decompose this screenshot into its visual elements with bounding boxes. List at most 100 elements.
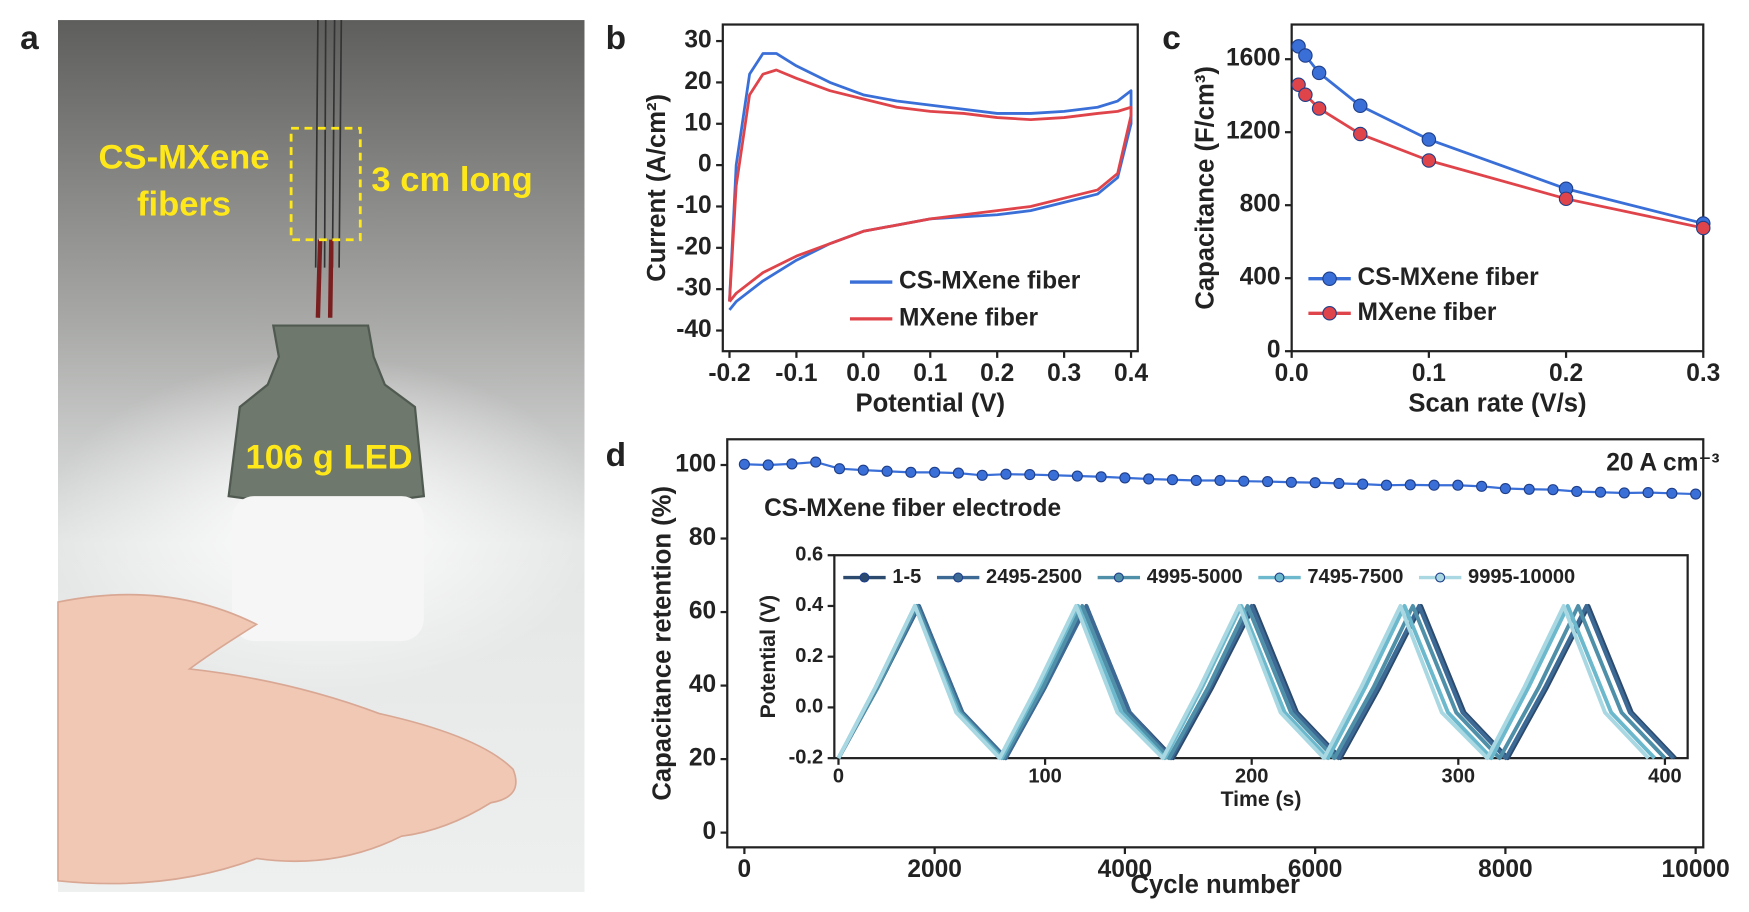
- x-tick-label: 0.2: [980, 360, 1014, 387]
- legend-label: MXene fiber: [899, 304, 1038, 331]
- legend-marker: [1274, 572, 1285, 583]
- plot-frame: [1290, 23, 1705, 353]
- data-point: [1476, 480, 1488, 492]
- y-tick-label: -30: [676, 275, 711, 302]
- legend-marker: [859, 572, 870, 583]
- y-tick-label: 1600: [1226, 45, 1281, 72]
- y-tick-label: 1200: [1226, 118, 1281, 145]
- data-point: [1618, 487, 1630, 499]
- legend-marker: [1435, 572, 1446, 583]
- data-point: [1047, 469, 1060, 481]
- y-tick-label: 20: [689, 745, 716, 772]
- data-point: [1119, 472, 1131, 484]
- panel-label: c: [1162, 20, 1181, 57]
- data-point: [1428, 479, 1440, 491]
- y-tick-label: 0.0: [795, 696, 823, 718]
- data-point: [1380, 479, 1393, 491]
- x-tick-label: 0.1: [1412, 360, 1446, 387]
- led-label: 106 g LED: [245, 438, 412, 476]
- data-point: [1285, 476, 1297, 488]
- legend-label: 2495-2500: [986, 566, 1082, 588]
- fibers: [314, 20, 343, 268]
- chart-0: -0.2 -0.1 0.0 0.1 0.2 0.3 0.4 -40 -30 -20 -10 0 10 20…: [643, 23, 1148, 417]
- data-point: [1262, 475, 1274, 488]
- data-point: [1353, 126, 1368, 142]
- annotation: 20 A cm⁻³: [1606, 449, 1719, 476]
- panel-label: a: [20, 20, 39, 57]
- data-point: [1311, 65, 1327, 81]
- data-point: [1311, 101, 1327, 116]
- x-tick-label: 8000: [1478, 856, 1533, 883]
- data-point: [1238, 475, 1250, 487]
- y-tick-label: -0.2: [789, 746, 824, 768]
- x-axis-label: Time (s): [1221, 788, 1302, 811]
- data-point: [1421, 132, 1437, 147]
- y-tick-label: 0: [698, 151, 712, 178]
- legend-marker: [953, 572, 964, 583]
- data-point: [1353, 98, 1368, 113]
- legend-label: 9995-10000: [1468, 566, 1575, 588]
- data-point: [1309, 477, 1321, 489]
- y-tick-label: 100: [675, 450, 716, 477]
- y-axis-label: Current (A/cm²): [643, 94, 671, 282]
- x-axis-label: Potential (V): [856, 389, 1006, 417]
- y-tick-label: -10: [676, 192, 711, 219]
- x-tick-label: 0: [738, 856, 752, 883]
- y-tick-label: 0.2: [795, 645, 823, 667]
- legend-label: CS-MXene fiber: [1357, 264, 1539, 291]
- x-axis-label: Scan rate (V/s): [1408, 389, 1586, 417]
- y-tick-label: 0: [1267, 337, 1281, 364]
- x-tick-label: 200: [1235, 766, 1268, 788]
- data-point: [1190, 474, 1202, 487]
- data-point: [1696, 220, 1711, 236]
- chart-3: 0 100 200 300 400 -0.2 0.0 0.2 0.4 0.6 1-5 2495-250…: [757, 544, 1689, 811]
- data-point: [1499, 482, 1511, 495]
- y-axis-label: Capacitance retention (%): [648, 486, 676, 801]
- data-point: [810, 456, 822, 468]
- y-tick-label: 10: [684, 109, 711, 136]
- data-point: [738, 458, 750, 470]
- data-point: [905, 466, 917, 478]
- legend-label: CS-MXene fiber: [899, 268, 1081, 295]
- data-point: [1291, 77, 1306, 92]
- data-point: [1594, 486, 1607, 498]
- length-label: 3 cm long: [371, 161, 532, 199]
- data-point: [1558, 191, 1574, 207]
- series-line: [728, 68, 1133, 303]
- plot-frame: [721, 23, 1139, 353]
- data-point: [1214, 474, 1226, 487]
- data-point: [1166, 474, 1179, 486]
- x-tick-label: 0.0: [1275, 360, 1309, 387]
- data-point: [1024, 468, 1036, 481]
- data-point: [786, 458, 798, 470]
- panel-label: d: [606, 437, 626, 474]
- x-axis-label: Cycle number: [1131, 871, 1301, 899]
- wires: [315, 239, 334, 318]
- data-point: [1690, 488, 1702, 500]
- data-point: [1404, 479, 1416, 491]
- x-tick-label: 0.3: [1686, 360, 1720, 387]
- legend-label: MXene fiber: [1357, 299, 1496, 326]
- y-tick-label: 80: [689, 524, 716, 551]
- x-tick-label: -0.1: [775, 360, 817, 387]
- y-tick-label: 400: [1240, 264, 1281, 291]
- fiber-label: fibers: [137, 185, 231, 223]
- x-tick-label: 6000: [1288, 856, 1343, 883]
- y-tick-label: 800: [1240, 191, 1281, 218]
- x-tick-label: 100: [1028, 766, 1061, 788]
- data-point: [1000, 468, 1012, 480]
- y-tick-label: 40: [689, 671, 716, 698]
- x-tick-label: 400: [1648, 766, 1681, 788]
- data-point: [976, 469, 988, 481]
- data-point: [833, 463, 846, 475]
- x-tick-label: 10000: [1662, 856, 1730, 883]
- data-point: [1333, 477, 1345, 489]
- data-point: [1571, 485, 1583, 498]
- data-point: [1523, 483, 1535, 495]
- y-axis-label: Potential (V): [757, 595, 780, 718]
- data-point: [1421, 153, 1437, 168]
- data-point: [1666, 487, 1678, 499]
- data-point: [1143, 473, 1155, 485]
